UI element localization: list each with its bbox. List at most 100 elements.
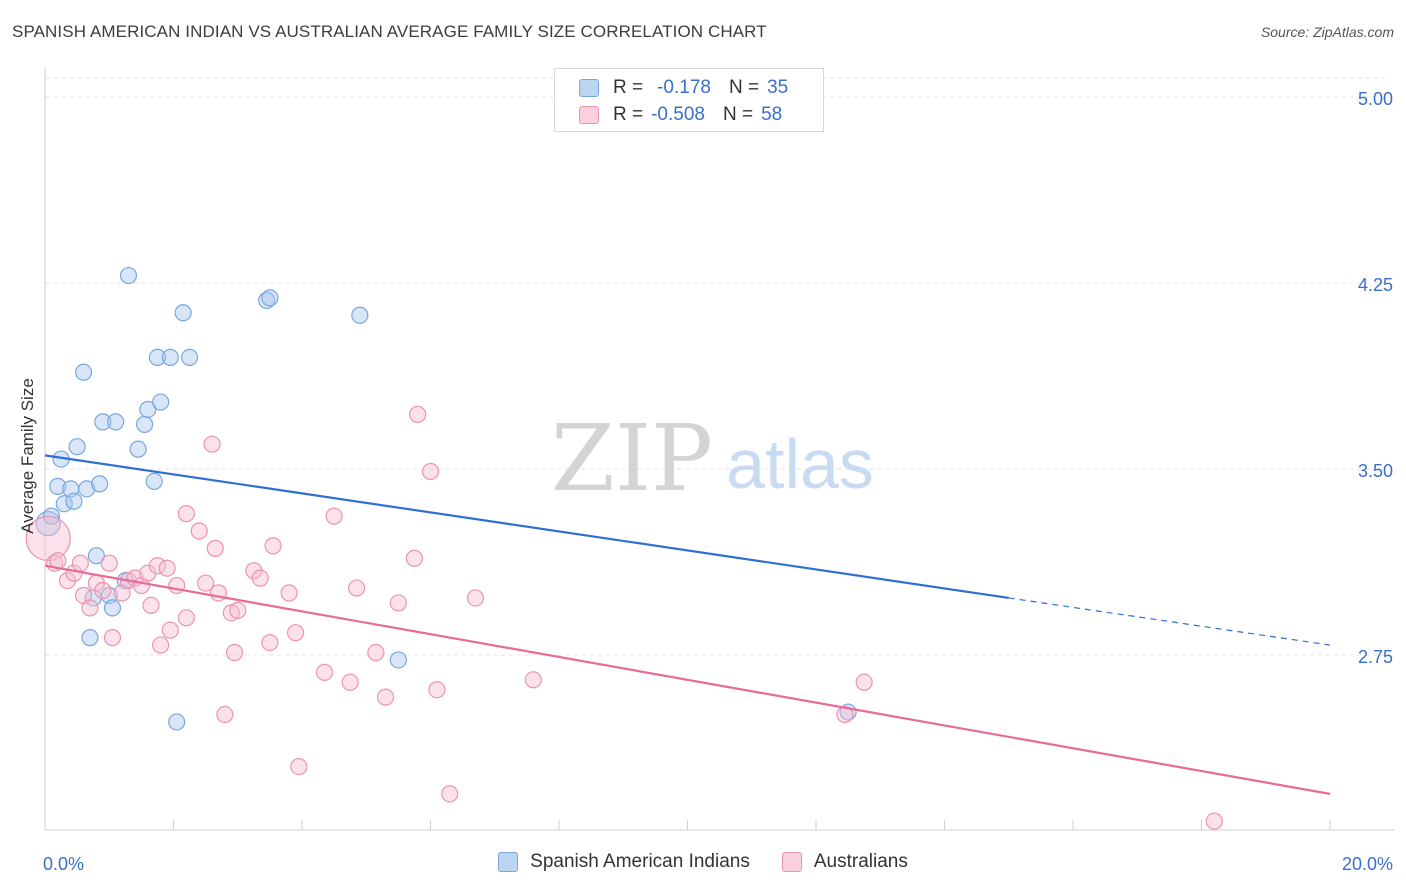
point-spanish — [129, 440, 147, 458]
point-spanish — [152, 393, 170, 411]
point-spanish — [261, 289, 279, 307]
legend-row-australians: R = -0.508 N = 58 — [579, 104, 782, 126]
point-australian — [290, 757, 308, 776]
point-australian — [524, 671, 542, 689]
y-tick-label: 4.25 — [1358, 275, 1393, 295]
legend-row-spanish: R = -0.178 N = 35 — [579, 77, 788, 99]
point-australian — [376, 688, 395, 706]
point-spanish — [68, 438, 86, 456]
point-australian — [100, 554, 118, 572]
stats-legend: R = -0.178 N = 35 R = -0.508 N = 58 — [554, 68, 824, 132]
y-axis-label: Average Family Size — [18, 378, 37, 534]
y-tick-label: 2.75 — [1358, 647, 1393, 667]
data-points — [25, 266, 1223, 830]
point-australian — [177, 505, 195, 523]
point-australian — [280, 584, 298, 602]
point-australian — [229, 601, 247, 619]
legend-swatch-australians — [579, 106, 599, 124]
legend-label-australians: Australians — [813, 851, 908, 872]
legend-label-spanish: Spanish American Indians — [530, 851, 750, 872]
point-spanish — [389, 651, 407, 669]
point-spanish — [107, 413, 125, 431]
watermark-zip: ZIP — [551, 405, 713, 512]
point-australian — [94, 581, 112, 600]
point-spanish — [168, 713, 186, 731]
legend-n-value: 58 — [761, 104, 783, 125]
point-australian — [348, 579, 366, 597]
y-tick-label: 3.50 — [1358, 461, 1393, 481]
point-australian — [389, 594, 407, 612]
trend-line-spanish — [44, 454, 1009, 600]
chart-title: SPANISH AMERICAN INDIAN VS AUSTRALIAN AV… — [12, 22, 767, 41]
legend-item-spanish[interactable]: Spanish American Indians — [498, 851, 750, 873]
legend-item-australians[interactable]: Australians — [781, 851, 908, 873]
point-australian — [836, 705, 854, 724]
point-australian — [264, 537, 282, 555]
point-australian — [466, 589, 485, 607]
point-australian — [251, 569, 269, 587]
point-australian — [367, 643, 385, 662]
point-australian — [421, 462, 440, 481]
point-australian — [25, 515, 71, 562]
legend-r-value: -0.508 — [651, 104, 705, 125]
point-australian — [441, 785, 459, 803]
series-legend: Spanish American Indians Australians — [0, 851, 1406, 873]
point-spanish — [258, 291, 276, 309]
point-spanish — [49, 477, 67, 495]
point-spanish — [180, 348, 199, 366]
point-spanish — [78, 480, 96, 498]
point-australian — [206, 539, 224, 557]
point-spanish — [161, 348, 179, 366]
legend-r-label: R = — [613, 104, 644, 125]
point-australian — [261, 633, 279, 652]
watermark: ZIP atlas — [551, 405, 874, 512]
x-tick-label-min: 0.0% — [43, 854, 84, 874]
y-tick-label: 5.00 — [1358, 89, 1393, 109]
watermark-atlas: atlas — [726, 425, 874, 503]
legend-swatch-spanish — [498, 852, 519, 872]
point-australian — [158, 559, 176, 577]
axes — [44, 67, 1394, 831]
point-australian — [71, 554, 89, 572]
x-tick-label-max: 20.0% — [1342, 854, 1393, 874]
point-australian — [315, 663, 334, 681]
point-australian — [161, 621, 179, 639]
source-label: Source: ZipAtlas.com — [1260, 24, 1394, 40]
point-australian — [203, 435, 221, 453]
point-spanish — [148, 348, 167, 366]
point-spanish — [74, 363, 93, 381]
point-australian — [190, 522, 208, 540]
point-australian — [286, 624, 305, 642]
legend-n-value: 35 — [767, 77, 789, 98]
legend-swatch-spanish — [579, 79, 599, 97]
point-australian — [103, 629, 122, 647]
legend-n-label: N = — [728, 77, 760, 98]
point-australian — [1205, 812, 1223, 830]
point-spanish — [174, 304, 192, 322]
point-spanish — [135, 415, 154, 433]
point-spanish — [81, 629, 99, 647]
point-australian — [409, 405, 427, 424]
legend-r-value: -0.178 — [657, 77, 711, 98]
point-spanish — [91, 475, 109, 493]
point-spanish — [145, 472, 163, 490]
point-australian — [341, 673, 359, 691]
legend-r-label: R = — [613, 77, 644, 98]
point-australian — [81, 599, 99, 617]
point-spanish — [103, 599, 122, 617]
point-spanish — [65, 492, 83, 510]
point-australian — [216, 705, 234, 724]
point-australian — [142, 596, 160, 615]
point-australian — [428, 681, 446, 699]
point-australian — [197, 574, 215, 592]
trend-lines — [44, 454, 1331, 795]
point-spanish — [351, 306, 369, 324]
point-australian — [325, 507, 343, 525]
point-australian — [225, 643, 244, 662]
point-spanish — [119, 266, 138, 285]
trend-line-spanish-projection — [1008, 597, 1331, 646]
point-australian — [405, 549, 424, 567]
point-spanish — [87, 547, 106, 565]
trend-line-australian — [44, 564, 1331, 795]
